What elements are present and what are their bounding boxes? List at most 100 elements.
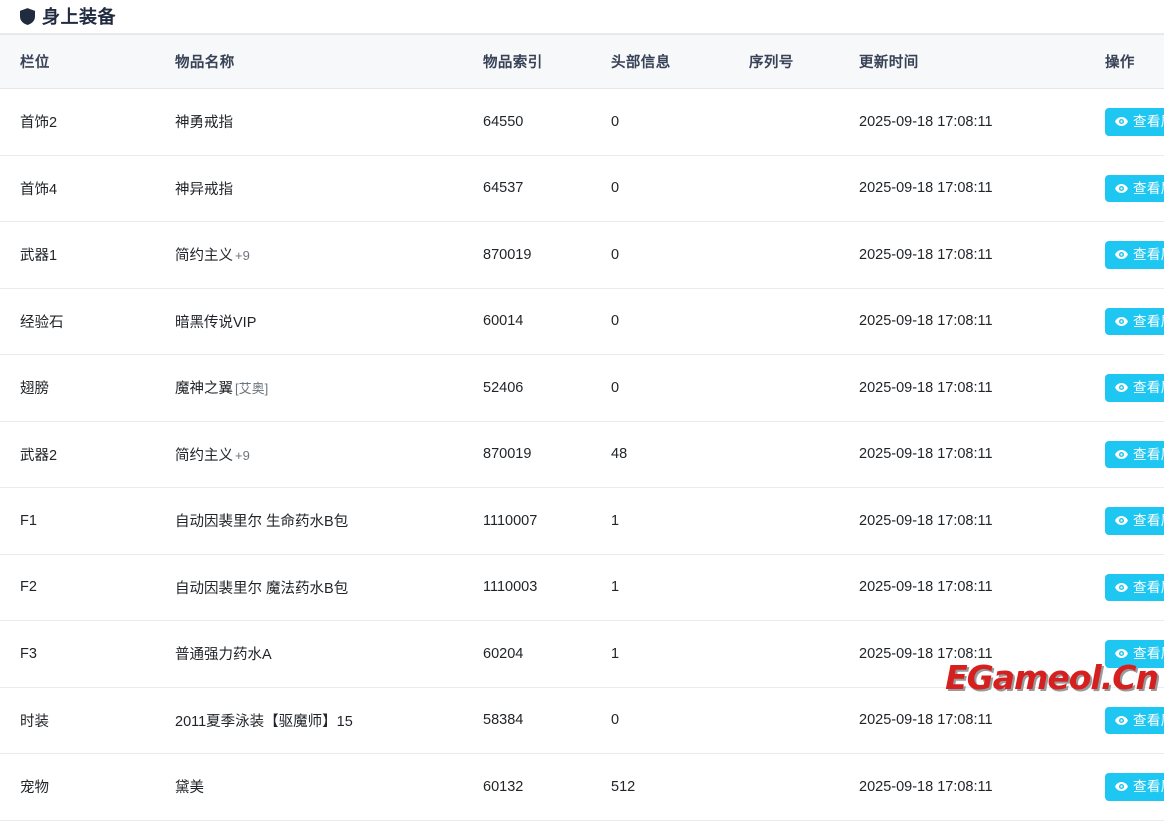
item-name-suffix: +9 [235, 447, 250, 463]
view-attributes-label: 查看属性 [1133, 380, 1164, 395]
cell-serial [731, 487, 841, 555]
column-header-head-info: 头部信息 [593, 34, 731, 89]
view-attributes-button[interactable]: 查看属性 [1105, 773, 1164, 801]
page-title: 身上装备 [42, 6, 116, 27]
cell-action: 查看属性 [1087, 554, 1164, 621]
cell-slot: 武器2 [0, 421, 155, 488]
cell-item-name: 神勇戒指 [155, 88, 465, 156]
view-attributes-button[interactable]: 查看属性 [1105, 241, 1164, 269]
cell-serial [731, 155, 841, 222]
eye-icon [1115, 582, 1128, 592]
column-header-slot: 栏位 [0, 34, 155, 89]
cell-action: 查看属性 [1087, 487, 1164, 555]
cell-serial [731, 687, 841, 754]
cell-item-name: 自动因裴里尔 生命药水B包 [155, 487, 465, 555]
item-name-main: 魔神之翼 [175, 381, 233, 398]
view-attributes-button[interactable]: 查看属性 [1105, 640, 1164, 668]
cell-update-time: 2025-09-18 17:08:11 [841, 421, 1087, 488]
cell-action: 查看属性 [1087, 88, 1164, 156]
equipment-table-container: 栏位 物品名称 物品索引 头部信息 序列号 更新时间 操作 首饰2 神勇戒指 645… [0, 34, 1164, 821]
cell-item-index: 60014 [465, 288, 593, 355]
cell-item-index: 60132 [465, 753, 593, 821]
cell-item-index: 1110007 [465, 487, 593, 555]
cell-serial [731, 753, 841, 821]
eye-icon [1115, 715, 1128, 725]
cell-update-time: 2025-09-18 17:08:11 [841, 487, 1087, 555]
cell-item-index: 870019 [465, 421, 593, 488]
view-attributes-button[interactable]: 查看属性 [1105, 307, 1164, 335]
cell-update-time: 2025-09-18 17:08:11 [841, 88, 1087, 156]
cell-update-time: 2025-09-18 17:08:11 [841, 354, 1087, 422]
eye-icon [1115, 782, 1128, 792]
cell-action: 查看属性 [1087, 753, 1164, 821]
cell-head-info: 0 [593, 221, 731, 289]
table-row: F2 自动因裴里尔 魔法药水B包 1110003 1 2025-09-18 17:08:… [0, 554, 1164, 621]
cell-slot: 首饰2 [0, 88, 155, 156]
cell-item-index: 58384 [465, 687, 593, 754]
view-attributes-button[interactable]: 查看属性 [1105, 374, 1164, 402]
view-attributes-button[interactable]: 查看属性 [1105, 706, 1164, 734]
eye-icon [1115, 250, 1128, 260]
cell-action: 查看属性 [1087, 155, 1164, 222]
cell-head-info: 512 [593, 753, 731, 821]
cell-item-name: 黛美 [155, 753, 465, 821]
cell-item-name: 2011夏季泳装【驱魔师】15 [155, 687, 465, 754]
table-header-row: 栏位 物品名称 物品索引 头部信息 序列号 更新时间 操作 [0, 34, 1164, 89]
cell-head-info: 0 [593, 88, 731, 156]
item-name-suffix: [艾奥] [235, 381, 269, 397]
cell-update-time: 2025-09-18 17:08:11 [841, 753, 1087, 821]
cell-head-info: 0 [593, 687, 731, 754]
cell-slot: 时装 [0, 687, 155, 754]
cell-item-name: 简约主义 +9 [155, 221, 465, 289]
cell-item-index: 1110003 [465, 554, 593, 621]
cell-serial [731, 288, 841, 355]
cell-update-time: 2025-09-18 17:08:11 [841, 155, 1087, 222]
cell-item-name: 神异戒指 [155, 155, 465, 222]
shield-icon [20, 8, 35, 25]
eye-icon [1115, 316, 1128, 326]
view-attributes-label: 查看属性 [1133, 712, 1164, 728]
column-header-item-index: 物品索引 [465, 34, 593, 89]
item-name-main: 黛美 [175, 780, 204, 797]
eye-icon [1115, 183, 1128, 193]
cell-slot: 首饰4 [0, 155, 155, 222]
view-attributes-button[interactable]: 查看属性 [1105, 573, 1164, 601]
view-attributes-button[interactable]: 查看属性 [1105, 440, 1164, 468]
column-header-serial: 序列号 [731, 34, 841, 89]
eye-icon [1115, 649, 1128, 659]
column-header-item-name: 物品名称 [155, 34, 465, 89]
view-attributes-button[interactable]: 查看属性 [1105, 108, 1164, 136]
item-name-main: 神勇戒指 [175, 115, 233, 132]
cell-serial [731, 620, 841, 688]
item-name-main: 2011夏季泳装【驱魔师】15 [175, 713, 353, 730]
cell-head-info: 48 [593, 421, 731, 488]
cell-item-index: 52406 [465, 354, 593, 422]
cell-slot: 武器1 [0, 221, 155, 289]
column-header-action: 操作 [1087, 34, 1164, 89]
item-name-main: 自动因裴里尔 魔法药水B包 [175, 580, 349, 597]
cell-head-info: 0 [593, 155, 731, 222]
item-name-suffix: +9 [235, 248, 250, 264]
view-attributes-label: 查看属性 [1133, 247, 1164, 262]
cell-action: 查看属性 [1087, 221, 1164, 289]
item-name-main: 暗黑传说VIP [175, 314, 257, 331]
cell-slot: F1 [0, 487, 155, 555]
view-attributes-button[interactable]: 查看属性 [1105, 174, 1164, 202]
cell-item-index: 64537 [465, 155, 593, 222]
cell-head-info: 1 [593, 487, 731, 555]
cell-item-name: 简约主义 +9 [155, 421, 465, 488]
cell-action: 查看属性 [1087, 288, 1164, 355]
cell-slot: 宠物 [0, 753, 155, 821]
table-head: 栏位 物品名称 物品索引 头部信息 序列号 更新时间 操作 [0, 34, 1164, 89]
cell-action: 查看属性 [1087, 687, 1164, 754]
cell-action: 查看属性 [1087, 421, 1164, 488]
view-attributes-button[interactable]: 查看属性 [1105, 507, 1164, 535]
cell-update-time: 2025-09-18 17:08:11 [841, 554, 1087, 621]
cell-serial [731, 88, 841, 156]
view-attributes-label: 查看属性 [1133, 646, 1164, 661]
